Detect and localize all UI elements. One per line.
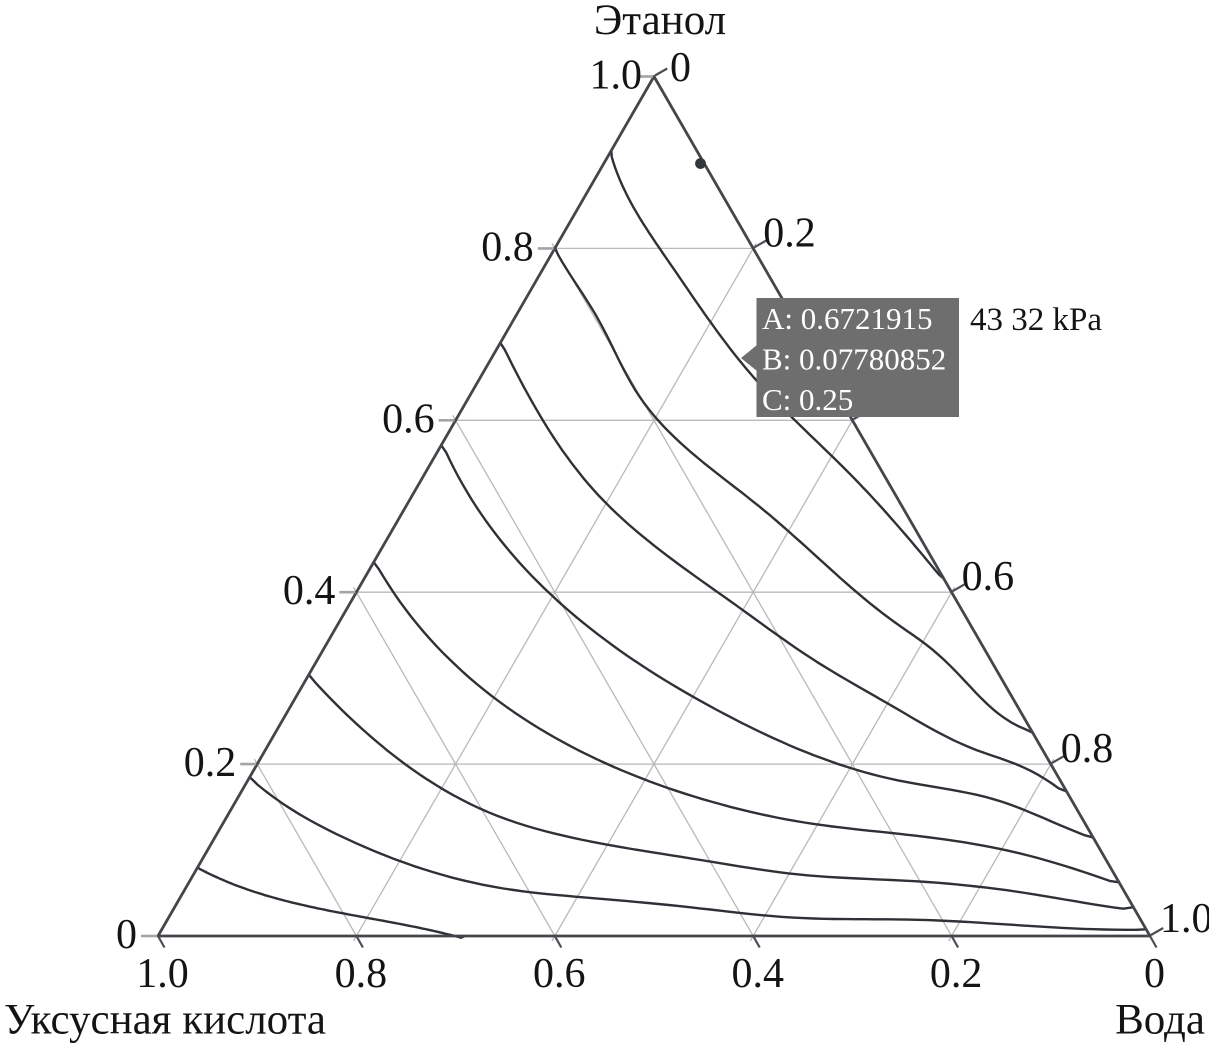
- svg-text:C: 0.25: C: 0.25: [762, 382, 853, 417]
- svg-text:Этанол: Этанол: [594, 0, 726, 44]
- svg-text:Уксусная кислота: Уксусная кислота: [4, 997, 326, 1044]
- svg-text:1.0: 1.0: [1160, 896, 1209, 942]
- svg-text:1.0: 1.0: [136, 951, 189, 997]
- svg-text:0.6: 0.6: [962, 554, 1015, 600]
- svg-text:43 32 kPa: 43 32 kPa: [970, 302, 1102, 338]
- svg-text:0.8: 0.8: [335, 951, 388, 997]
- svg-text:B: 0.07780852: B: 0.07780852: [762, 342, 946, 377]
- svg-text:0: 0: [670, 45, 691, 91]
- svg-text:0: 0: [116, 912, 137, 958]
- svg-text:0: 0: [1144, 951, 1165, 997]
- svg-text:0.2: 0.2: [930, 951, 983, 997]
- svg-text:1.0: 1.0: [590, 53, 643, 99]
- svg-text:0.4: 0.4: [731, 951, 784, 997]
- svg-text:0.8: 0.8: [1061, 726, 1114, 772]
- svg-text:Вода: Вода: [1115, 997, 1205, 1044]
- svg-text:0.4: 0.4: [283, 568, 336, 614]
- svg-text:0.8: 0.8: [481, 224, 534, 270]
- svg-text:0.2: 0.2: [763, 210, 816, 256]
- svg-text:0.2: 0.2: [184, 740, 237, 786]
- svg-text:A: 0.6721915: A: 0.6721915: [762, 301, 933, 336]
- svg-text:0.6: 0.6: [382, 396, 435, 442]
- svg-text:0.6: 0.6: [533, 951, 586, 997]
